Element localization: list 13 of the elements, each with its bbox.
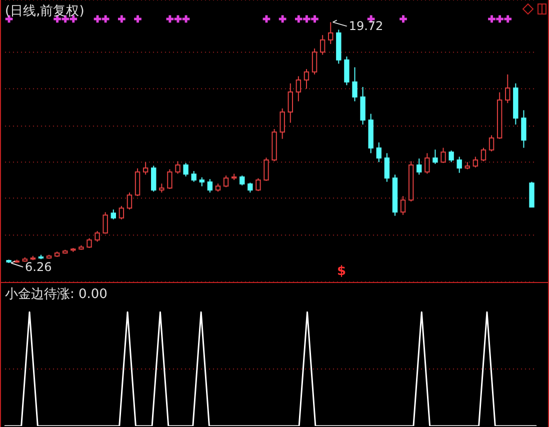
candlestick [304, 68, 310, 90]
candlestick [521, 110, 526, 148]
candlestick [352, 66, 358, 102]
candlestick [288, 82, 293, 124]
chart-title: (日线,前复权) [5, 3, 84, 20]
chart-title: 小金边待涨: 0.00 [5, 286, 108, 303]
candlestick [320, 34, 326, 56]
annotation: 19.72 [348, 19, 384, 34]
annotation: $ [337, 264, 346, 279]
candlestick [384, 152, 390, 182]
candlestick [296, 76, 302, 102]
annotation: 6.26 [25, 260, 52, 274]
candlestick [456, 156, 462, 174]
